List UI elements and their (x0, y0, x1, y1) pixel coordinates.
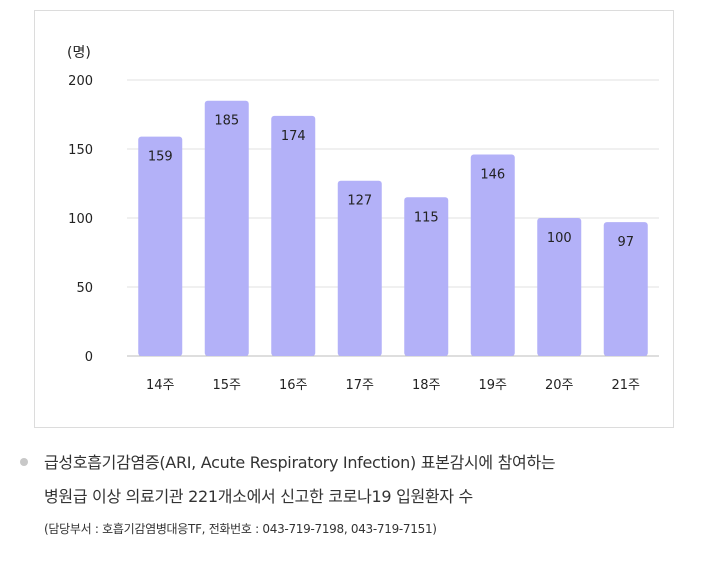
x-tick-label: 21주 (611, 378, 640, 393)
caption-line-1: 급성호흡기감염증(ARI, Acute Respiratory Infectio… (44, 453, 556, 472)
bar-15주 (204, 100, 249, 356)
data-label: 97 (617, 235, 634, 250)
x-tick-label: 18주 (412, 378, 441, 393)
x-tick-label: 14주 (146, 378, 175, 393)
y-axis-label: (명) (67, 45, 91, 61)
chart-caption: 급성호흡기감염증(ARI, Acute Respiratory Infectio… (20, 446, 694, 542)
caption-line-2: 병원급 이상 의료기관 221개소에서 신고한 코로나19 입원환자 수 (44, 487, 473, 506)
y-tick-label: 150 (68, 143, 93, 158)
data-label: 115 (414, 210, 439, 225)
bar-21주 (603, 222, 648, 356)
bar-16주 (271, 115, 316, 356)
data-label: 100 (547, 231, 572, 246)
data-label: 127 (347, 194, 372, 209)
x-tick-label: 17주 (345, 378, 374, 393)
bar-19주 (470, 154, 515, 356)
x-tick-label: 20주 (545, 378, 574, 393)
data-label: 174 (281, 129, 306, 144)
data-label: 159 (148, 150, 173, 165)
y-tick-label: 200 (68, 74, 93, 89)
x-tick-label: 15주 (212, 378, 241, 393)
data-label: 146 (480, 168, 505, 183)
bar-14주 (138, 136, 183, 356)
caption-source: (담당부서 : 호흡기감염병대응TF, 전화번호 : 043-719-7198,… (44, 522, 437, 536)
data-label: 185 (214, 114, 239, 129)
y-tick-label: 50 (76, 281, 93, 296)
x-tick-label: 19주 (478, 378, 507, 393)
chart-frame: (명) 0 50 100 150 200 159 14주 185 15주 174 16주 127 17주… (34, 10, 674, 428)
bar-17주 (337, 180, 382, 356)
y-tick-label: 0 (85, 350, 93, 365)
bullet-icon (20, 458, 28, 466)
bar-chart: (명) 0 50 100 150 200 159 14주 185 15주 174 16주 127 17주… (67, 45, 659, 393)
y-tick-label: 100 (68, 212, 93, 227)
bar-18주 (404, 197, 449, 356)
bar-20주 (537, 218, 582, 356)
x-tick-label: 16주 (279, 378, 308, 393)
